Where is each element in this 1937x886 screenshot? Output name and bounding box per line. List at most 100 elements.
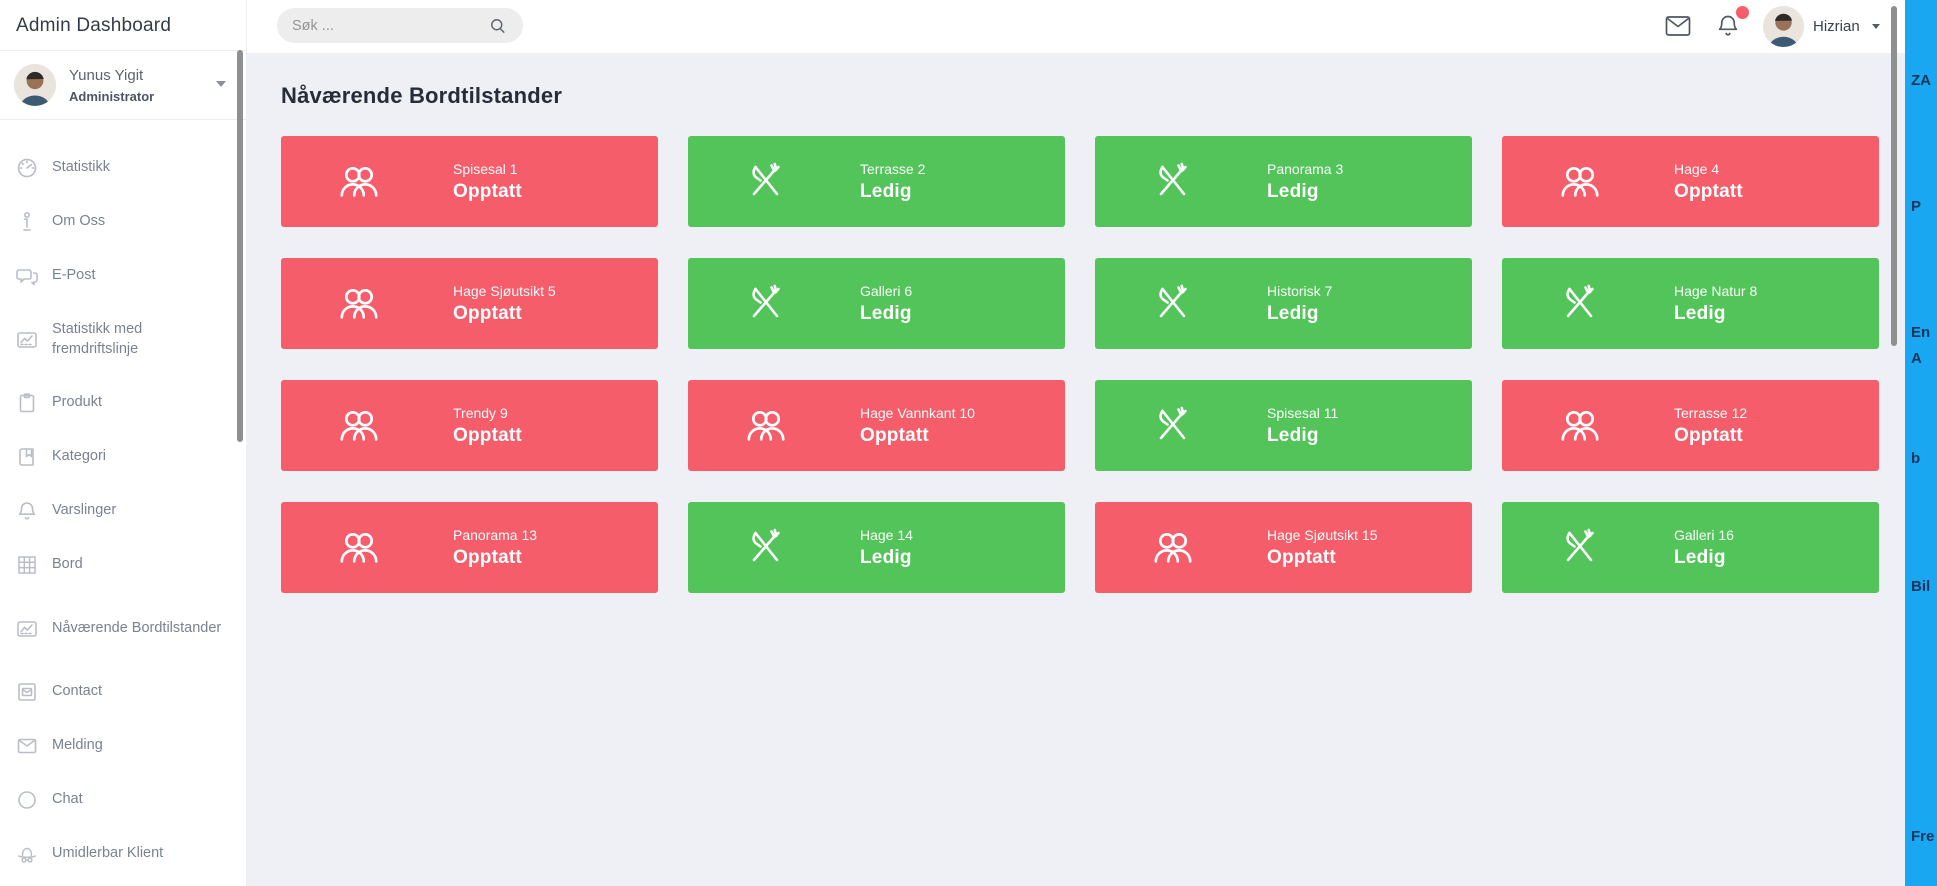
- table-name: Hage Sjøutsikt 15: [1267, 526, 1378, 543]
- table-name: Terrasse 12: [1674, 404, 1748, 421]
- sidebar-item-n-v-rende-bordtilstander[interactable]: Nåværende Bordtilstander: [0, 592, 246, 665]
- table-status: Ledig: [860, 302, 912, 324]
- table-card-2[interactable]: Terrasse 2 Ledig: [688, 136, 1065, 227]
- vertical-scrollbar[interactable]: [1891, 6, 1897, 346]
- clipped-text-fragment: b: [1911, 450, 1921, 467]
- sidebar-item-produkt[interactable]: Produkt: [0, 376, 246, 430]
- people-icon: [1559, 162, 1601, 202]
- table-card-15[interactable]: Hage Sjøutsikt 15 Opptatt: [1095, 502, 1472, 593]
- table-status: Opptatt: [453, 180, 522, 202]
- cutlery-icon: [1152, 162, 1194, 202]
- table-status: Opptatt: [453, 424, 522, 446]
- sidebar-item-e-post[interactable]: E-Post: [0, 249, 246, 303]
- table-card-3[interactable]: Panorama 3 Ledig: [1095, 136, 1472, 227]
- cutlery-icon: [1559, 528, 1601, 568]
- sidebar-item-melding[interactable]: Melding: [0, 719, 246, 773]
- sidebar-item-om-oss[interactable]: Om Oss: [0, 195, 246, 249]
- table-card-9[interactable]: Trendy 9 Opptatt: [281, 380, 658, 471]
- sidebar-item-kategori[interactable]: Kategori: [0, 430, 246, 484]
- table-name: Historisk 7: [1267, 282, 1333, 299]
- search-icon[interactable]: [488, 16, 508, 36]
- table-card-13[interactable]: Panorama 13 Opptatt: [281, 502, 658, 593]
- sidebar-item-label: Kategori: [52, 448, 107, 465]
- card-text: Hage Vannkant 10 Opptatt: [860, 405, 975, 447]
- topbar-username[interactable]: Hizrian: [1813, 18, 1860, 35]
- card-text: Spisesal 11 Ledig: [1267, 405, 1338, 447]
- sidebar-item-contact[interactable]: Contact: [0, 665, 246, 719]
- bell-icon[interactable]: [1716, 13, 1740, 39]
- cutlery-icon: [745, 528, 787, 568]
- search-input[interactable]: [292, 17, 488, 34]
- main-content: Nåværende Bordtilstander Spisesal 1 Oppta…: [247, 53, 1905, 886]
- clipped-text-fragment: A: [1911, 350, 1922, 367]
- divider: [0, 119, 246, 120]
- table-card-10[interactable]: Hage Vannkant 10 Opptatt: [688, 380, 1065, 471]
- sidebar: Admin Dashboard Yunus Yigit Administrato…: [0, 0, 247, 886]
- sidebar-scrollbar[interactable]: [237, 50, 243, 442]
- divider: [0, 50, 246, 51]
- caret-down-icon[interactable]: [216, 81, 226, 87]
- table-name: Hage 14: [860, 526, 913, 543]
- sidebar-item-label: Contact: [52, 683, 102, 700]
- table-card-8[interactable]: Hage Natur 8 Ledig: [1502, 258, 1879, 349]
- card-text: Panorama 13 Opptatt: [453, 527, 537, 569]
- sidebar-item-statistikk[interactable]: Statistikk: [0, 141, 246, 195]
- card-text: Trendy 9 Opptatt: [453, 405, 522, 447]
- sidebar-item-umidlerbar-klient[interactable]: Umidlerbar Klient: [0, 827, 246, 881]
- table-card-16[interactable]: Galleri 16 Ledig: [1502, 502, 1879, 593]
- mail-icon[interactable]: [1665, 15, 1691, 37]
- table-status-grid: Spisesal 1 Opptatt Terrasse 2 Ledig Panorama…: [281, 136, 1905, 593]
- people-icon: [338, 406, 380, 446]
- search-bar[interactable]: [277, 8, 523, 43]
- table-card-12[interactable]: Terrasse 12 Opptatt: [1502, 380, 1879, 471]
- table-name: Hage 4: [1674, 160, 1720, 177]
- speedometer-icon: [15, 156, 39, 180]
- clipped-text-fragment: ZA: [1911, 72, 1931, 89]
- card-text: Spisesal 1 Opptatt: [453, 161, 522, 203]
- table-status: Ledig: [1267, 424, 1319, 446]
- caret-down-icon[interactable]: [1872, 24, 1880, 29]
- table-status: Opptatt: [453, 546, 522, 568]
- table-card-6[interactable]: Galleri 6 Ledig: [688, 258, 1065, 349]
- card-text: Galleri 6 Ledig: [860, 283, 912, 325]
- topbar-avatar[interactable]: [1763, 6, 1804, 47]
- bell-icon: [15, 499, 39, 523]
- clipboard-icon: [15, 391, 39, 415]
- app-title: Admin Dashboard: [16, 15, 172, 36]
- table-card-5[interactable]: Hage Sjøutsikt 5 Opptatt: [281, 258, 658, 349]
- notification-badge: [1736, 6, 1749, 19]
- sidebar-item-statistikk-med-fremdriftslinje[interactable]: Statistikk med fremdriftslinje: [0, 303, 246, 376]
- sidebar-item-chat[interactable]: Chat: [0, 773, 246, 827]
- table-status: Ledig: [860, 546, 912, 568]
- topbar: Hizrian: [247, 0, 1905, 53]
- clipped-text-fragment: Bil: [1911, 578, 1931, 595]
- table-status: Opptatt: [1267, 546, 1336, 568]
- table-name: Hage Vannkant 10: [860, 404, 975, 421]
- user-role: Administrator: [69, 88, 155, 104]
- people-icon: [338, 284, 380, 324]
- card-text: Hage Natur 8 Ledig: [1674, 283, 1757, 325]
- cutlery-icon: [745, 162, 787, 202]
- user-meta: Yunus Yigit Administrator: [69, 67, 154, 104]
- table-card-4[interactable]: Hage 4 Opptatt: [1502, 136, 1879, 227]
- table-card-7[interactable]: Historisk 7 Ledig: [1095, 258, 1472, 349]
- table-card-1[interactable]: Spisesal 1 Opptatt: [281, 136, 658, 227]
- table-card-14[interactable]: Hage 14 Ledig: [688, 502, 1065, 593]
- sidebar-item-label: Umidlerbar Klient: [52, 845, 164, 862]
- people-icon: [338, 528, 380, 568]
- sidebar-user-block[interactable]: Yunus Yigit Administrator: [0, 51, 246, 119]
- sidebar-item-label: E-Post: [52, 267, 96, 284]
- table-status: Ledig: [1674, 546, 1726, 568]
- sidebar-item-label: Nåværende Bordtilstander: [52, 619, 222, 636]
- table-name: Spisesal 11: [1267, 404, 1339, 421]
- table-status: Ledig: [860, 180, 912, 202]
- card-text: Hage 14 Ledig: [860, 527, 913, 569]
- sidebar-item-varslinger[interactable]: Varslinger: [0, 484, 246, 538]
- table-card-11[interactable]: Spisesal 11 Ledig: [1095, 380, 1472, 471]
- cutlery-icon: [1152, 406, 1194, 446]
- table-name: Galleri 6: [860, 282, 913, 299]
- sidebar-item-bord[interactable]: Bord: [0, 538, 246, 592]
- chart-line-icon: [15, 617, 39, 641]
- chat-bubbles-icon: [15, 264, 39, 288]
